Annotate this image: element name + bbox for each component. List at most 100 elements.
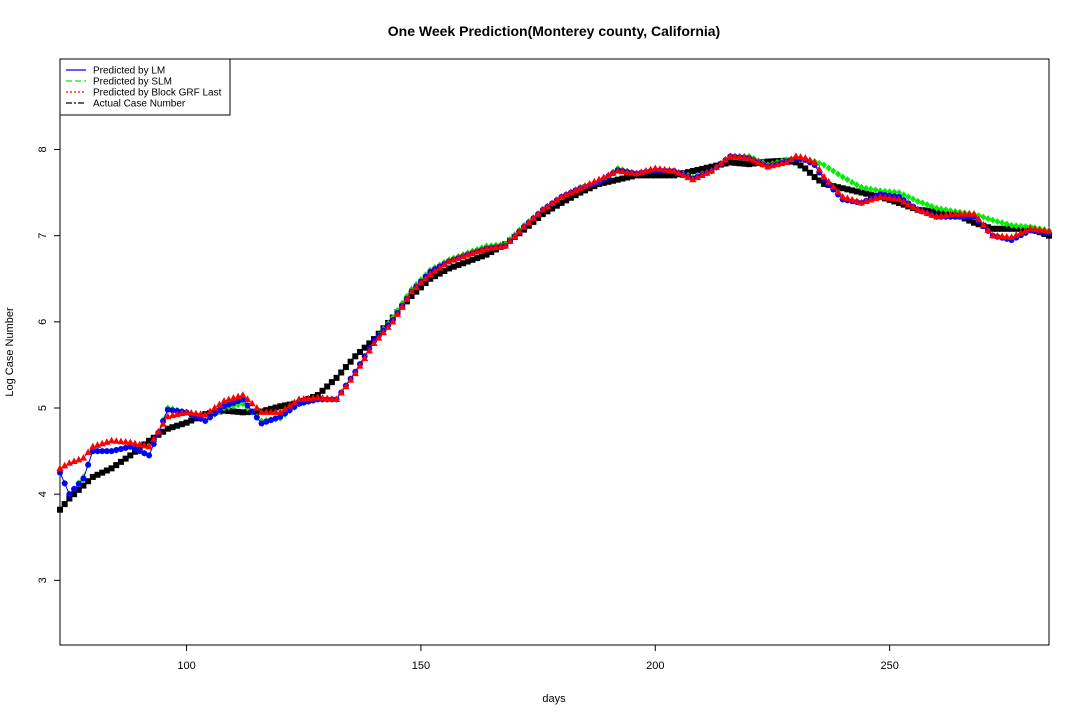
data-point-grf xyxy=(140,441,148,449)
data-point-lm xyxy=(164,406,171,413)
data-point-actual xyxy=(736,160,743,167)
data-point-lm xyxy=(235,398,242,405)
data-point-actual xyxy=(356,349,363,355)
data-point-actual xyxy=(1003,225,1010,232)
data-point-actual xyxy=(328,379,335,386)
data-point-grf xyxy=(276,408,284,415)
data-point-grf xyxy=(323,394,331,402)
data-point-grf xyxy=(820,173,828,180)
data-point-lm xyxy=(66,491,73,498)
data-point-grf xyxy=(736,153,744,160)
data-point-grf xyxy=(586,179,594,187)
data-point-lm xyxy=(94,448,101,455)
data-point-actual xyxy=(99,469,106,476)
data-point-lm xyxy=(267,417,274,424)
legend-label-grf: Predicted by Block GRF Last xyxy=(93,88,222,99)
data-point-grf xyxy=(656,165,664,172)
data-point-actual xyxy=(333,374,340,381)
data-point-slm xyxy=(900,191,907,199)
data-point-grf xyxy=(281,405,289,412)
data-point-slm xyxy=(1017,222,1024,230)
data-point-grf xyxy=(182,408,191,415)
y-tick-label: 8 xyxy=(37,146,49,152)
data-point-lm xyxy=(61,480,68,487)
data-point-grf xyxy=(675,169,683,176)
data-point-lm xyxy=(85,461,92,468)
data-point-actual xyxy=(553,202,560,209)
data-point-grf xyxy=(131,439,139,447)
data-point-actual xyxy=(966,217,973,224)
data-point-actual xyxy=(347,358,354,365)
data-point-grf xyxy=(515,227,523,235)
data-point-grf xyxy=(501,242,509,249)
data-point-grf xyxy=(459,252,467,259)
data-point-actual xyxy=(741,160,748,167)
data-point-grf xyxy=(998,232,1006,240)
data-point-actual xyxy=(108,465,115,472)
x-axis: 100 150 200 250 xyxy=(177,645,899,672)
data-point-lm xyxy=(117,445,124,452)
data-point-grf xyxy=(286,401,294,409)
data-point-actual xyxy=(164,425,171,432)
data-point-grf xyxy=(65,459,73,466)
data-point-slm xyxy=(867,185,874,193)
data-point-actual xyxy=(647,172,654,179)
data-point-actual xyxy=(863,190,870,197)
data-point-actual xyxy=(572,192,579,199)
data-point-actual xyxy=(821,180,828,187)
data-point-grf xyxy=(192,409,200,417)
data-point-actual xyxy=(66,495,73,502)
data-point-grf xyxy=(801,154,809,161)
data-point-grf xyxy=(150,435,158,442)
data-point-grf xyxy=(848,195,856,203)
data-point-grf xyxy=(909,203,917,210)
data-point-actual xyxy=(413,288,420,295)
data-point-lm xyxy=(253,414,260,421)
data-point-grf xyxy=(450,255,458,263)
data-point-actual xyxy=(994,225,1001,232)
x-tick-label: 150 xyxy=(412,660,430,672)
data-point-slm xyxy=(942,206,949,214)
data-point-lm xyxy=(141,450,148,457)
data-point-grf xyxy=(918,207,927,215)
data-point-grf xyxy=(567,188,575,196)
data-point-slm xyxy=(858,183,865,191)
data-point-actual xyxy=(614,176,621,183)
data-point-actual xyxy=(619,175,626,182)
data-point-actual xyxy=(699,165,706,172)
data-point-grf xyxy=(839,192,847,200)
data-point-grf xyxy=(361,354,369,362)
data-point-grf xyxy=(342,382,350,390)
data-point-actual xyxy=(708,163,715,170)
data-point-actual xyxy=(446,265,453,272)
data-point-grf xyxy=(1040,226,1048,234)
data-point-lm xyxy=(103,448,110,455)
data-point-grf xyxy=(1021,226,1030,234)
data-point-lm xyxy=(277,413,284,420)
data-point-actual xyxy=(483,251,490,258)
data-point-grf xyxy=(712,163,720,170)
data-point-grf xyxy=(684,173,692,181)
data-point-actual xyxy=(417,284,424,291)
data-point-grf xyxy=(984,226,992,233)
data-point-grf xyxy=(548,199,556,206)
data-point-lm xyxy=(272,415,279,422)
data-point-grf xyxy=(136,440,144,448)
x-axis-label: days xyxy=(542,693,566,705)
data-point-grf xyxy=(562,190,570,198)
plot-area-frame xyxy=(59,58,1050,646)
data-point-grf xyxy=(703,169,711,176)
data-point-actual xyxy=(558,199,565,206)
data-point-actual xyxy=(858,189,865,196)
data-point-actual xyxy=(539,211,546,218)
data-point-grf xyxy=(529,214,538,222)
data-point-grf xyxy=(975,215,983,223)
data-point-grf xyxy=(201,410,209,418)
data-point-grf xyxy=(796,153,805,160)
data-point-grf xyxy=(117,437,125,445)
data-point-grf xyxy=(806,156,814,163)
data-point-grf xyxy=(717,159,725,167)
data-point-slm xyxy=(821,161,828,169)
data-point-grf xyxy=(609,169,617,176)
